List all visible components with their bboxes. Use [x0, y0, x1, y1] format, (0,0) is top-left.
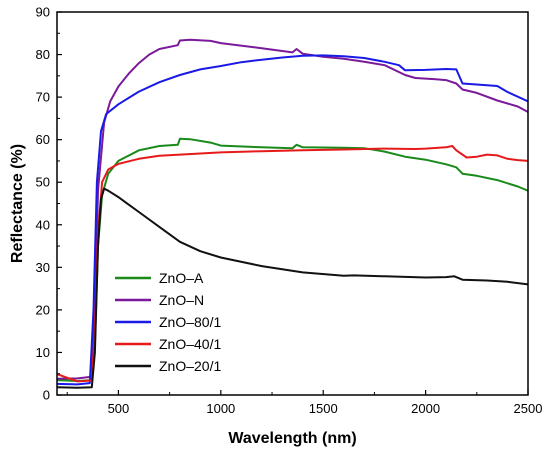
series-line-2	[57, 54, 528, 386]
y-tick-label: 10	[36, 345, 50, 360]
x-axis: 500 1000 1500 2000 2500	[66, 390, 543, 416]
y-axis-title: Reflectance (%)	[9, 144, 26, 263]
legend-label-2: ZnO–80/1	[159, 314, 221, 330]
y-axis: 0 10 20 30 40 50 60 70 80 90	[36, 5, 62, 403]
series-line-4	[57, 187, 528, 389]
x-tick-label: 2000	[411, 401, 440, 416]
y-tick-label: 30	[36, 260, 50, 275]
series-layer	[57, 38, 528, 389]
y-tick-label: 70	[36, 90, 50, 105]
legend-label-4: ZnO–20/1	[159, 358, 221, 374]
y-tick-label: 20	[36, 302, 50, 317]
x-tick-label: 2500	[514, 401, 543, 416]
x-tick-label: 1000	[206, 401, 235, 416]
x-axis-title: Wavelength (nm)	[228, 430, 356, 447]
y-tick-label: 80	[36, 47, 50, 62]
y-tick-label: 60	[36, 132, 50, 147]
y-tick-label: 0	[43, 388, 50, 403]
y-tick-label: 50	[36, 175, 50, 190]
x-tick-label: 500	[108, 401, 130, 416]
series-line-3	[57, 145, 528, 383]
x-tick-label: 1500	[309, 401, 338, 416]
legend: ZnO–A ZnO–N ZnO–80/1 ZnO–40/1 ZnO–20/1	[115, 270, 221, 374]
legend-label-3: ZnO–40/1	[159, 336, 221, 352]
legend-label-1: ZnO–N	[159, 292, 204, 308]
legend-label-0: ZnO–A	[159, 270, 204, 286]
series-line-1	[57, 38, 528, 380]
y-tick-label: 90	[36, 5, 50, 20]
y-tick-label: 40	[36, 217, 50, 232]
